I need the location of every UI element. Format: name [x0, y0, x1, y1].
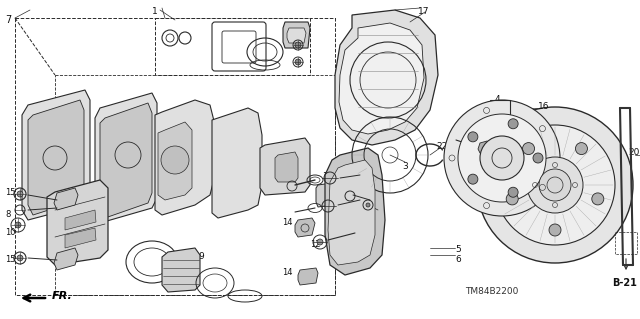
Polygon shape [158, 122, 192, 200]
Polygon shape [65, 210, 96, 230]
Polygon shape [65, 228, 96, 248]
Polygon shape [283, 22, 310, 48]
Text: 9: 9 [198, 252, 204, 261]
Circle shape [508, 187, 518, 197]
Polygon shape [295, 218, 315, 237]
Text: 3: 3 [402, 162, 408, 171]
Circle shape [317, 239, 323, 245]
Text: FR.: FR. [52, 291, 73, 301]
Text: 19: 19 [470, 130, 481, 139]
Text: 8: 8 [5, 210, 10, 219]
Text: 21: 21 [372, 213, 383, 222]
Polygon shape [28, 100, 84, 215]
Text: 22: 22 [436, 142, 447, 151]
Polygon shape [47, 180, 108, 265]
Text: 6: 6 [455, 255, 461, 264]
Polygon shape [316, 183, 334, 207]
Circle shape [592, 193, 604, 205]
Circle shape [533, 153, 543, 163]
Circle shape [495, 125, 615, 245]
Text: 2: 2 [155, 165, 161, 174]
Polygon shape [100, 103, 152, 218]
Text: 13: 13 [322, 172, 333, 181]
Circle shape [477, 107, 633, 263]
Circle shape [480, 136, 524, 180]
Circle shape [15, 222, 21, 228]
Polygon shape [155, 100, 215, 215]
Circle shape [522, 143, 534, 155]
Polygon shape [335, 10, 438, 145]
Text: 14: 14 [282, 218, 292, 227]
Text: 20: 20 [628, 148, 640, 157]
Text: 10: 10 [5, 228, 15, 237]
Circle shape [549, 224, 561, 236]
Circle shape [295, 42, 301, 48]
Circle shape [17, 255, 23, 261]
Circle shape [458, 114, 546, 202]
Circle shape [444, 100, 560, 216]
Polygon shape [212, 108, 262, 218]
Polygon shape [22, 90, 90, 220]
Circle shape [366, 203, 370, 207]
Text: TM84B2200: TM84B2200 [465, 287, 518, 296]
Polygon shape [162, 248, 200, 292]
Text: B-21: B-21 [612, 278, 637, 288]
Circle shape [539, 169, 571, 201]
Text: 15: 15 [5, 255, 15, 264]
Circle shape [508, 119, 518, 129]
Text: 17: 17 [418, 7, 429, 16]
Circle shape [295, 59, 301, 65]
Text: 4: 4 [494, 95, 500, 104]
Text: 7: 7 [5, 15, 12, 25]
Text: 5: 5 [455, 245, 461, 254]
Text: 16: 16 [538, 102, 550, 111]
Polygon shape [328, 160, 375, 265]
Polygon shape [478, 141, 490, 155]
Circle shape [17, 191, 23, 197]
Text: 1: 1 [152, 7, 157, 16]
Circle shape [468, 132, 478, 142]
Polygon shape [287, 28, 306, 43]
Polygon shape [339, 23, 424, 134]
Polygon shape [325, 148, 385, 275]
Text: 18: 18 [337, 202, 349, 211]
Polygon shape [95, 93, 157, 223]
Circle shape [527, 157, 583, 213]
Circle shape [575, 143, 588, 155]
Polygon shape [298, 268, 318, 285]
Polygon shape [54, 188, 78, 210]
Text: 14: 14 [282, 268, 292, 277]
Circle shape [468, 174, 478, 184]
Text: 15: 15 [5, 188, 15, 197]
FancyBboxPatch shape [222, 31, 256, 63]
Polygon shape [260, 138, 310, 195]
Bar [615, 232, 637, 254]
Text: 12: 12 [310, 240, 321, 249]
Circle shape [161, 146, 189, 174]
Polygon shape [275, 152, 298, 182]
Text: 11: 11 [322, 200, 333, 209]
Polygon shape [54, 248, 78, 270]
Polygon shape [155, 18, 310, 75]
Circle shape [506, 193, 518, 205]
